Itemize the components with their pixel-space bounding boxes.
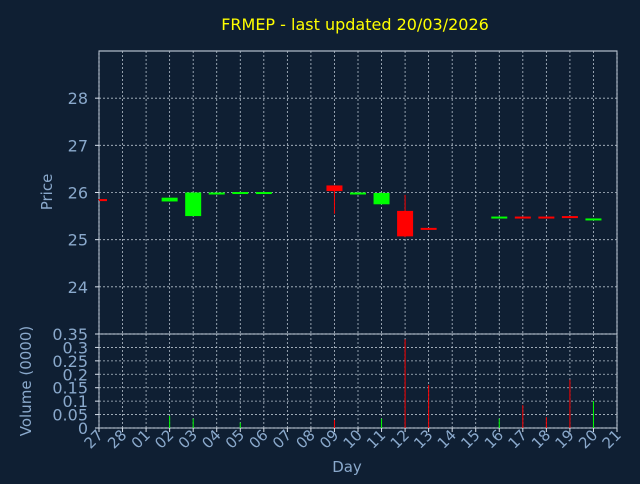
price-tick-label: 26 bbox=[68, 184, 88, 203]
x-tick-label: 10 bbox=[340, 426, 366, 452]
x-tick-label: 02 bbox=[151, 426, 177, 452]
candle-body bbox=[373, 192, 390, 205]
volume-tick-label: 0.1 bbox=[63, 392, 88, 411]
candle-body bbox=[255, 192, 272, 195]
x-axis-label: Day bbox=[332, 458, 362, 476]
volume-tick-label: 0.15 bbox=[52, 379, 88, 398]
volume-tick-label: 0.35 bbox=[52, 325, 88, 344]
candle-body bbox=[514, 216, 531, 219]
x-tick-label: 18 bbox=[528, 426, 554, 452]
x-tick-label: 13 bbox=[410, 426, 436, 452]
x-tick-label: 28 bbox=[104, 426, 130, 452]
x-tick-label: 12 bbox=[387, 426, 413, 452]
price-tick-label: 27 bbox=[68, 136, 88, 155]
x-tick-label: 17 bbox=[504, 426, 530, 452]
volume-axis-label: Volume (0000) bbox=[17, 326, 35, 436]
x-tick-label: 01 bbox=[128, 426, 154, 452]
x-tick-label: 07 bbox=[269, 426, 295, 452]
candle-body bbox=[232, 192, 249, 195]
candle-body bbox=[585, 218, 602, 221]
volume-plot-frame bbox=[98, 333, 618, 429]
price-panel: 24 25 26 27 28 Price bbox=[38, 50, 618, 335]
price-tick-label: 28 bbox=[68, 89, 88, 108]
candle-body bbox=[420, 227, 437, 230]
volume-tick-label: 0.05 bbox=[52, 406, 88, 425]
x-tick-label: 20 bbox=[575, 426, 601, 452]
candle-body bbox=[538, 216, 555, 219]
candle-body bbox=[208, 192, 225, 195]
x-tick-label: 09 bbox=[316, 426, 342, 452]
volume-tick-label: 0 bbox=[78, 419, 88, 438]
x-tick-label: 04 bbox=[198, 426, 224, 452]
volume-panel: 00.050.10.150.20.250.30.35 2728010203040… bbox=[17, 325, 625, 476]
x-tick-label: 16 bbox=[481, 426, 507, 452]
candle-body bbox=[326, 185, 343, 192]
candle-body bbox=[561, 216, 578, 219]
volume-tick-label: 0.25 bbox=[52, 352, 88, 371]
x-tick-label: 06 bbox=[245, 426, 271, 452]
x-tick-label: 11 bbox=[363, 426, 389, 452]
price-axis-label: Price bbox=[38, 174, 56, 211]
x-tick-label: 15 bbox=[457, 426, 483, 452]
volume-tick-label: 0.3 bbox=[63, 338, 88, 357]
candle-body bbox=[491, 216, 508, 219]
x-tick-label: 03 bbox=[175, 426, 201, 452]
candle-body bbox=[397, 210, 414, 237]
price-tick-label: 24 bbox=[68, 278, 88, 297]
x-tick-label: 14 bbox=[434, 426, 460, 452]
x-tick-label: 05 bbox=[222, 426, 248, 452]
x-tick-label: 21 bbox=[599, 426, 625, 452]
chart-title: FRMEP - last updated 20/03/2026 bbox=[221, 15, 489, 34]
price-tick-label: 25 bbox=[68, 231, 88, 250]
volume-tick-label: 0.2 bbox=[63, 365, 88, 384]
candle-body bbox=[161, 197, 178, 202]
x-tick-label: 19 bbox=[552, 426, 578, 452]
x-tick-label: 08 bbox=[293, 426, 319, 452]
candle-body bbox=[350, 192, 366, 195]
candle-body bbox=[185, 192, 202, 217]
candle-body bbox=[99, 199, 107, 202]
